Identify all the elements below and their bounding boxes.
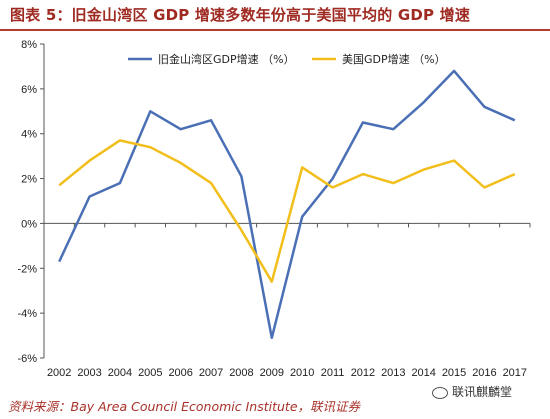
legend-label: 旧金山湾区GDP增速 （%） [158,52,295,66]
x-tick-label: 2017 [503,367,527,379]
x-tick-label: 2016 [472,367,496,379]
y-tick-label: -4% [17,308,37,320]
title-divider [0,29,550,31]
y-tick-label: -2% [17,263,37,275]
x-tick-label: 2013 [381,367,405,379]
x-tick-label: 2010 [290,367,314,379]
y-tick-label: 4% [21,129,37,141]
series-line-us [58,139,516,283]
x-tick-label: 2005 [138,367,162,379]
chart-axes: -6% -4% -2% 0% 2% 4% 6% 8% 2002 2003 2004 2005 2006 2… [17,39,531,379]
y-tick-label: -6% [17,353,37,365]
source-note: 资料来源：Bay Area Council Economic Institute… [8,399,361,414]
chart-legend: 旧金山湾区GDP增速 （%） 美国GDP增速 （%） [128,52,446,66]
x-tick-label: 2003 [77,367,101,379]
watermark: 联讯麒麟堂 [432,383,512,400]
x-tick-label: 2002 [47,367,71,379]
x-tick-label: 2011 [321,367,345,379]
x-tick-label: 2004 [108,367,132,379]
x-tick-label: 2006 [168,367,192,379]
legend-label: 美国GDP增速 （%） [342,52,446,66]
chart-title: 图表 5：旧金山湾区 GDP 增速多数年份高于美国平均的 GDP 增速 [10,6,471,24]
series-line-bay-area [58,69,516,340]
chart-series [58,69,516,340]
x-tick-label: 2009 [260,367,284,379]
y-tick-label: 8% [21,39,37,51]
y-tick-label: 6% [21,84,37,96]
x-tick-label: 2014 [411,367,435,379]
x-tick-label: 2012 [351,367,375,379]
x-tick-label: 2015 [442,367,466,379]
wechat-icon [432,386,448,399]
y-tick-label: 2% [21,174,37,186]
y-tick-label: 0% [21,218,37,230]
x-tick-label: 2008 [229,367,253,379]
x-tick-label: 2007 [199,367,223,379]
watermark-label: 联讯麒麟堂 [452,385,513,399]
